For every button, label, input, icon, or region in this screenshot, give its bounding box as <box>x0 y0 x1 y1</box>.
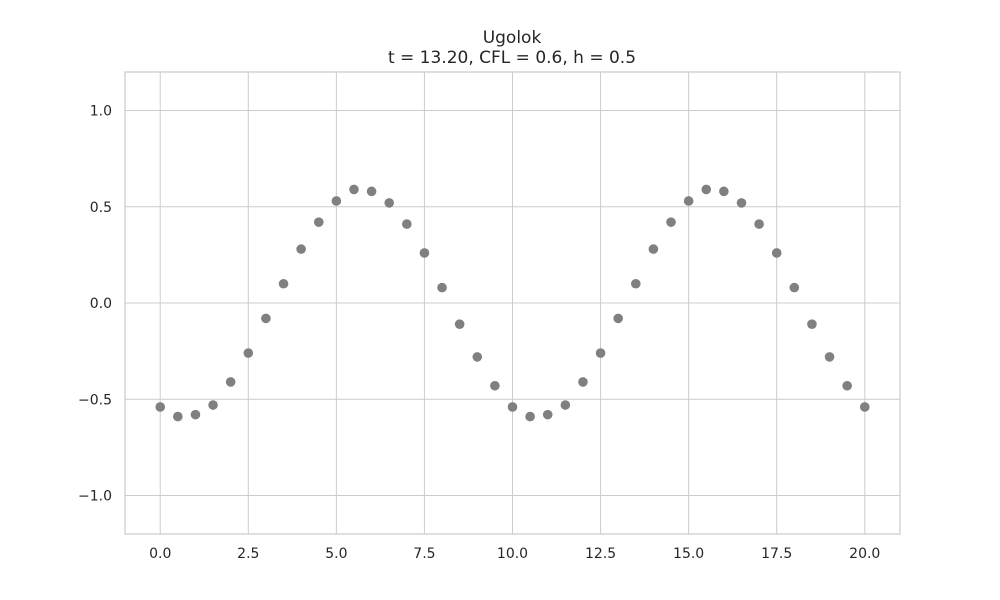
data-point <box>771 248 782 258</box>
grid-lines <box>125 72 900 534</box>
data-point <box>789 282 800 293</box>
scatter-points <box>155 184 870 422</box>
x-tick-label: 5.0 <box>325 546 347 562</box>
x-tick-label: 17.5 <box>761 546 792 562</box>
data-point <box>155 402 166 412</box>
data-point <box>208 400 218 410</box>
y-tick-label: 0.5 <box>90 200 112 216</box>
data-point <box>437 282 447 293</box>
plot-frame <box>124 71 901 535</box>
data-point <box>560 400 571 410</box>
data-point <box>313 217 324 227</box>
data-point <box>719 186 729 197</box>
x-tick-label: 2.5 <box>237 546 259 562</box>
data-point <box>525 411 535 422</box>
data-point <box>402 219 412 229</box>
data-point <box>296 244 306 254</box>
data-point <box>243 348 254 358</box>
data-point <box>261 313 271 324</box>
data-point <box>613 313 623 324</box>
x-tick-label: 20.0 <box>849 546 880 562</box>
y-tick-label: 0.0 <box>90 296 112 312</box>
data-point <box>859 402 870 412</box>
data-point <box>507 402 518 412</box>
y-axis-ticks: 1.0 0.5 0.0 −0.5 −1.0 <box>78 104 112 505</box>
data-point <box>683 196 694 206</box>
chart-subtitle-text: t = 13.20, CFL = 0.6, h = 0.5 <box>388 48 636 68</box>
data-point <box>630 278 641 289</box>
data-point <box>736 198 747 208</box>
data-point <box>701 184 712 195</box>
data-point <box>490 380 500 391</box>
data-point <box>842 380 852 391</box>
x-tick-label: 10.0 <box>497 546 528 562</box>
x-tick-label: 7.5 <box>413 546 435 562</box>
data-point <box>578 377 588 387</box>
data-point <box>595 348 606 358</box>
data-point <box>807 319 817 329</box>
data-point <box>331 196 342 206</box>
data-point <box>472 352 483 362</box>
data-point <box>384 198 395 208</box>
data-point <box>419 248 430 258</box>
data-point <box>666 217 676 227</box>
chart-title: Ugolok t = 13.20, CFL = 0.6, h = 0.5 <box>388 28 636 68</box>
x-tick-label: 0.0 <box>149 546 171 562</box>
x-tick-label: 15.0 <box>673 546 704 562</box>
data-point <box>648 244 659 254</box>
data-point <box>349 184 359 195</box>
data-point <box>190 409 201 420</box>
data-point <box>366 186 377 197</box>
y-tick-label: −1.0 <box>78 489 112 505</box>
data-point <box>278 278 289 289</box>
data-point <box>824 352 835 362</box>
x-axis-ticks: 0.0 2.5 5.0 7.5 10.0 12.5 15.0 17.5 20.0 <box>149 546 880 562</box>
data-point <box>754 219 764 229</box>
data-point <box>225 377 236 387</box>
y-tick-label: 1.0 <box>90 104 112 120</box>
data-point <box>173 411 183 422</box>
x-tick-label: 12.5 <box>585 546 616 562</box>
data-point <box>542 409 553 420</box>
chart-title-text: Ugolok <box>483 28 542 48</box>
y-tick-label: −0.5 <box>78 392 112 408</box>
data-point <box>454 319 465 329</box>
